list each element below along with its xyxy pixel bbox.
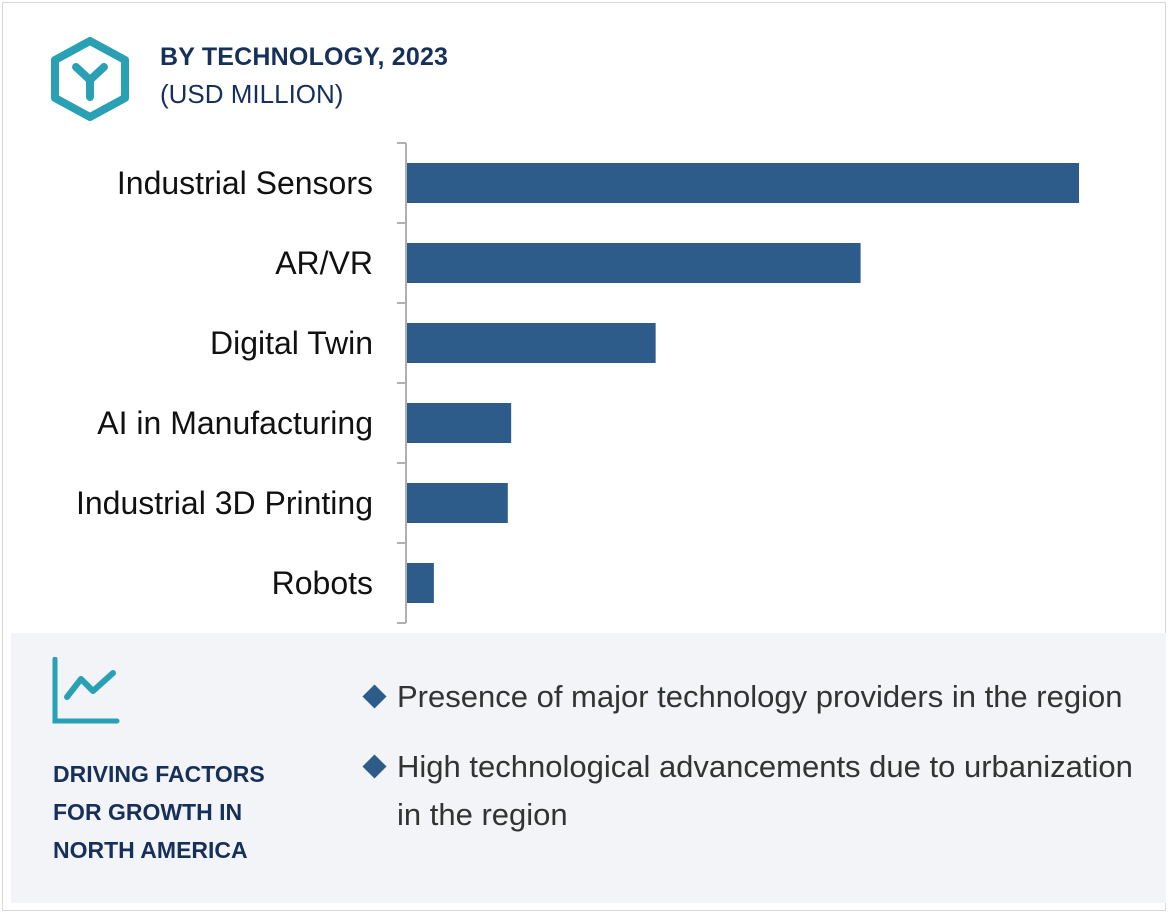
factor-text: High technological advancements due to u… bbox=[397, 749, 1133, 832]
category-label: AI in Manufacturing bbox=[97, 405, 373, 441]
category-label: Digital Twin bbox=[210, 325, 373, 361]
diamond-bullet-icon bbox=[362, 684, 387, 709]
bar bbox=[407, 563, 434, 603]
chart-title: BY TECHNOLOGY, 2023 bbox=[160, 43, 449, 71]
list-item: High technological advancements due to u… bbox=[361, 743, 1141, 839]
bar bbox=[407, 323, 656, 363]
trend-line-chart-icon bbox=[52, 657, 120, 724]
bar bbox=[407, 163, 1079, 203]
heading-line: NORTH AMERICA bbox=[53, 837, 248, 863]
diamond-bullet-icon bbox=[362, 754, 387, 779]
category-label: Industrial Sensors bbox=[117, 165, 373, 201]
chart-subtitle: (USD MILLION) bbox=[160, 79, 344, 109]
driving-factors-panel: DRIVING FACTORS FOR GROWTH IN NORTH AMER… bbox=[11, 633, 1166, 903]
category-label: Industrial 3D Printing bbox=[76, 485, 373, 521]
list-item: Presence of major technology providers i… bbox=[361, 673, 1141, 721]
heading-line: FOR GROWTH IN bbox=[53, 799, 243, 825]
bar bbox=[407, 483, 508, 523]
bar bbox=[407, 403, 512, 443]
bar-chart: Industrial Sensors AR/VR Digital Twin AI in… bbox=[76, 142, 1079, 624]
driving-factors-heading: DRIVING FACTORS FOR GROWTH IN NORTH AMER… bbox=[53, 755, 313, 869]
heading-line: DRIVING FACTORS bbox=[53, 761, 265, 787]
factor-text: Presence of major technology providers i… bbox=[397, 679, 1123, 714]
bar bbox=[407, 243, 861, 283]
driving-factors-list: Presence of major technology providers i… bbox=[361, 673, 1141, 861]
hexagon-y-logo-icon bbox=[51, 37, 129, 121]
category-label: Robots bbox=[272, 565, 373, 601]
category-label: AR/VR bbox=[275, 245, 373, 281]
